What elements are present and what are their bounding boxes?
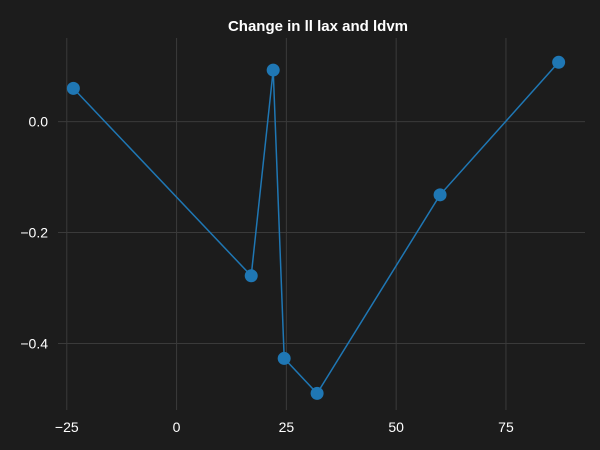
data-point	[433, 188, 447, 202]
x-tick-label: 50	[388, 419, 404, 435]
y-tick-label: 0.0	[29, 114, 49, 130]
data-point	[277, 351, 291, 365]
y-tick-label: −0.4	[20, 335, 48, 351]
data-point	[244, 269, 258, 283]
chart-title: Change in ll lax and ldvm	[228, 18, 408, 35]
tick-layer: −25 0 25 50 75 0.0 −0.2 −0.4	[20, 114, 514, 435]
x-tick-label: 25	[279, 419, 295, 435]
y-tick-label: −0.2	[20, 225, 48, 241]
data-point	[266, 63, 280, 77]
x-tick-label: 0	[173, 419, 181, 435]
x-tick-label: 75	[498, 419, 514, 435]
series-layer	[66, 55, 566, 400]
data-point	[66, 81, 80, 95]
data-point	[310, 386, 324, 400]
grid-layer	[58, 38, 585, 410]
x-tick-label: −25	[55, 419, 79, 435]
data-point	[552, 55, 566, 69]
